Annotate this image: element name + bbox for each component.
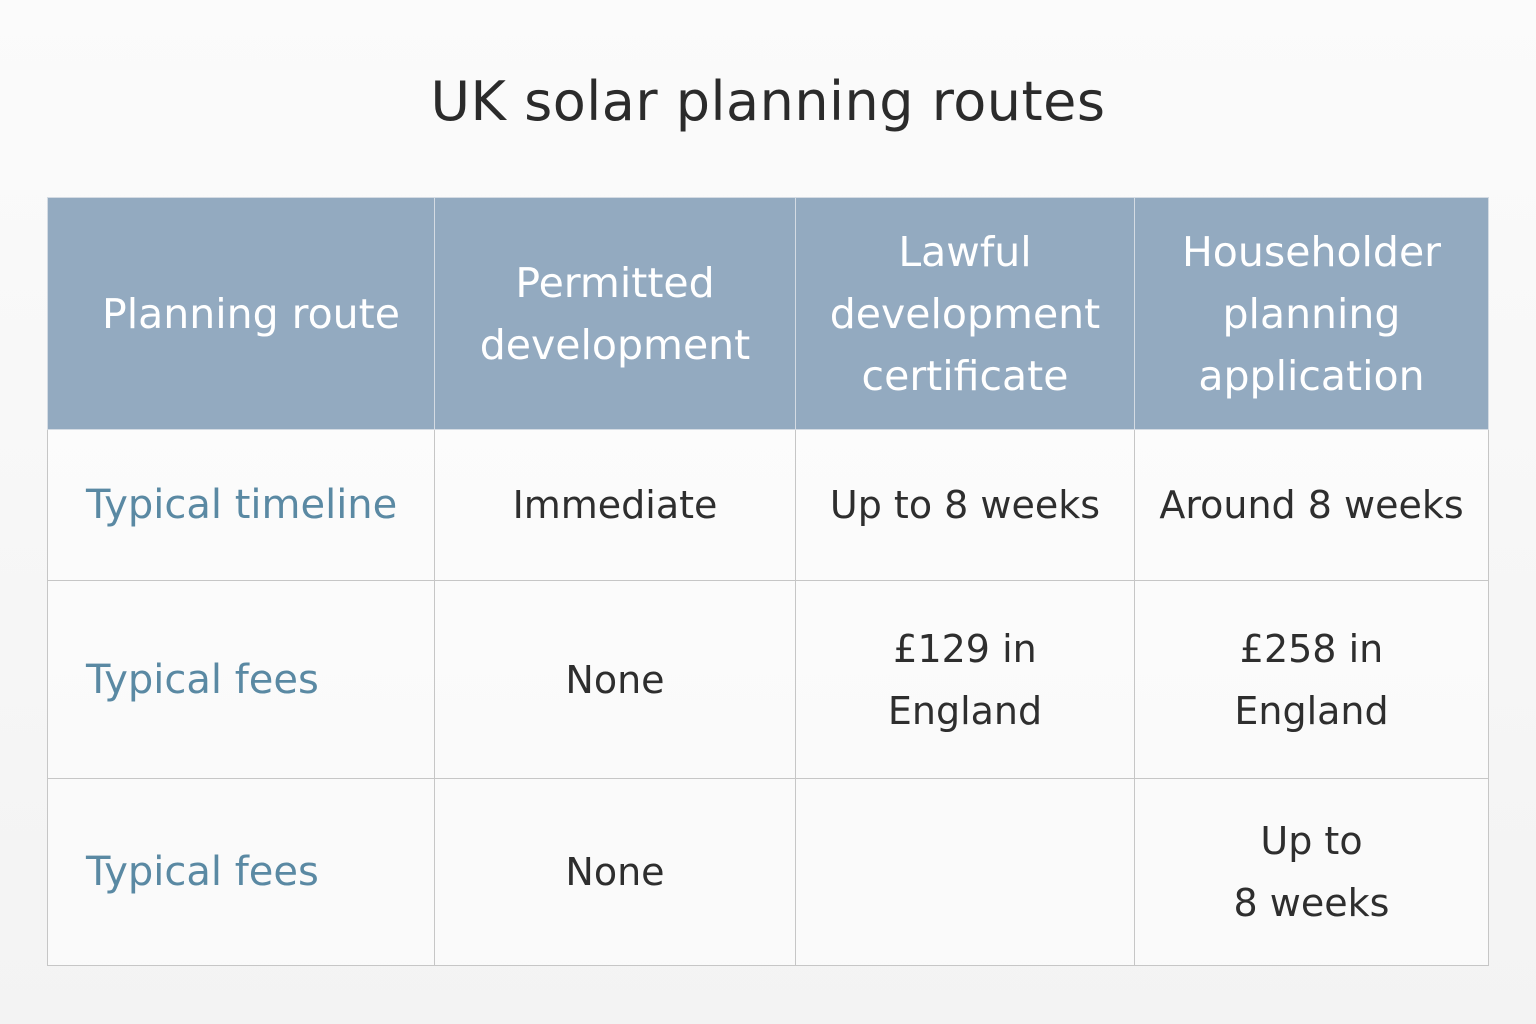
table-row: Typical fees None £129 in England £258 i… [47,580,1489,779]
table-cell: Up to 8 weeks [795,429,1135,581]
row-label: Typical fees [47,778,435,966]
header-permitted-development: Permitted development [434,197,796,430]
table-cell: £258 in England [1134,580,1489,779]
row-label: Typical fees [47,580,435,779]
table-cell [795,778,1135,966]
header-lawful-development-certificate: Lawful development certificate [795,197,1135,430]
table-row: Typical timeline Immediate Up to 8 weeks… [47,429,1489,581]
header-planning-route: Planning route [47,197,435,430]
table-cell: Immediate [434,429,796,581]
table-cell: None [434,580,796,779]
table-row: Typical fees None Up to 8 weeks [47,778,1489,966]
table-header-row: Planning route Permitted development Law… [47,197,1489,430]
table-cell: £129 in England [795,580,1135,779]
header-householder-planning-application: Householder planning application [1134,197,1489,430]
table-cell: Around 8 weeks [1134,429,1489,581]
planning-routes-table: Planning route Permitted development Law… [47,197,1489,966]
table-cell: Up to 8 weeks [1134,778,1489,966]
page-title: UK solar planning routes [430,70,1106,133]
row-label: Typical timeline [47,429,435,581]
table-cell: None [434,778,796,966]
